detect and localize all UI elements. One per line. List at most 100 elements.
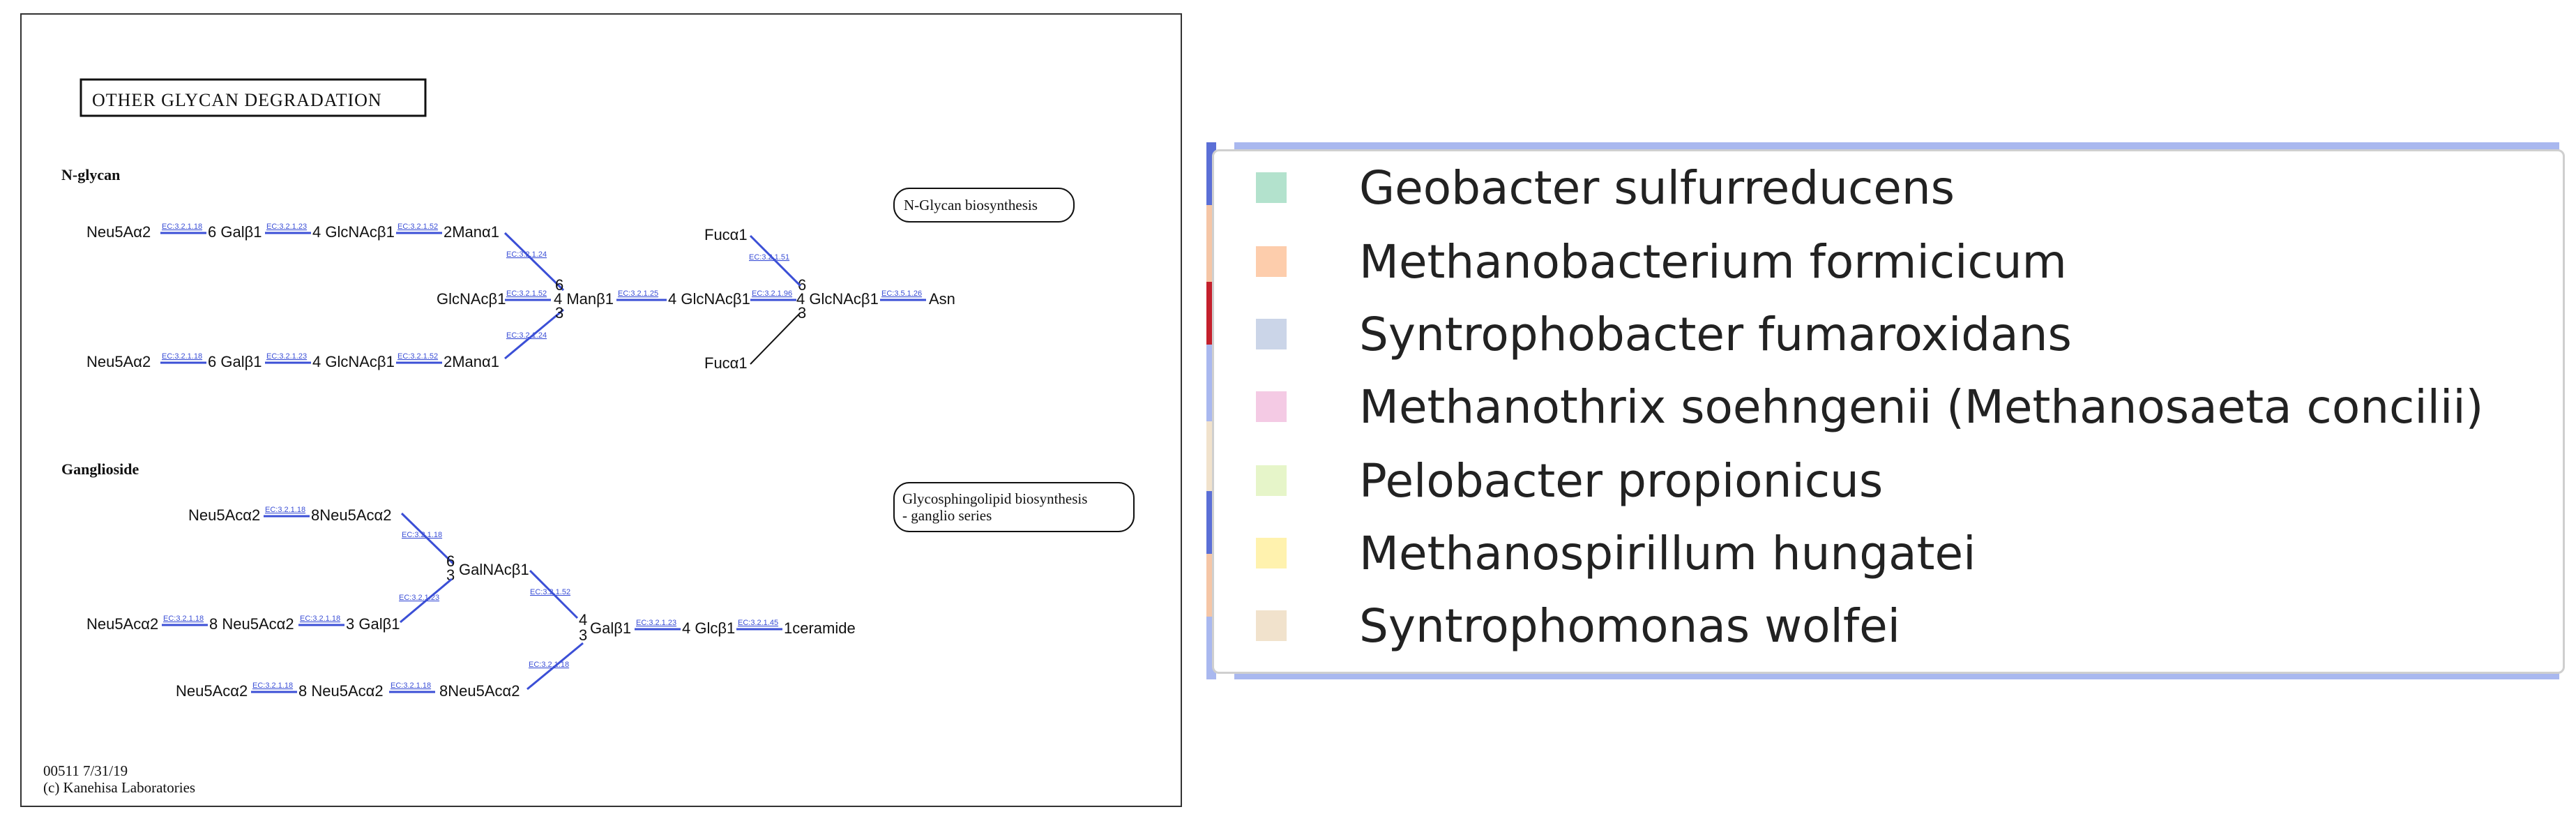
n-fuc-lower: Fucα1 bbox=[704, 354, 748, 372]
bond-fuc-lower bbox=[750, 312, 801, 365]
g-ec-top-1[interactable]: EC:3.2.1.18 bbox=[265, 506, 305, 514]
legend: Geobacter sulfurreducens Methanobacteriu… bbox=[1212, 149, 2565, 674]
legend-item: Syntrophobacter fumaroxidans bbox=[1256, 299, 2072, 369]
legend-swatch bbox=[1256, 172, 1287, 203]
ec-link-core-2[interactable]: EC:3.2.1.96 bbox=[752, 289, 792, 298]
legend-label: Methanospirillum hungatei bbox=[1359, 526, 1976, 580]
g-top-neu5ac2: 8Neu5Acα2 bbox=[311, 506, 391, 524]
bond-upper-man bbox=[503, 232, 565, 292]
legend-label: Syntrophobacter fumaroxidans bbox=[1359, 307, 2072, 361]
bond-lower-man bbox=[504, 308, 564, 360]
section-heading-ganglioside: Ganglioside bbox=[61, 460, 139, 478]
ec-link-upper-man[interactable]: EC:3.2.1.24 bbox=[506, 250, 547, 259]
map-title: OTHER GLYCAN DEGRADATION bbox=[92, 90, 382, 110]
n-upper-man: 2Manα1 bbox=[444, 223, 499, 241]
legend-item: Methanothrix soehngenii (Methanosaeta co… bbox=[1256, 372, 2483, 442]
g-ec-bot-3[interactable]: EC:3.2.1.18 bbox=[529, 661, 569, 669]
n-lower-man: 2Manα1 bbox=[444, 353, 499, 370]
legend-swatch bbox=[1256, 610, 1287, 641]
g-ceramide: 1ceramide bbox=[784, 619, 856, 637]
link-glycosphingolipid-ganglio[interactable]: Glycosphingolipid biosynthesis - ganglio… bbox=[893, 482, 1135, 532]
n-pos-3a: 3 bbox=[555, 304, 563, 322]
g-pos-3b: 3 bbox=[579, 626, 587, 644]
map-title-box bbox=[79, 78, 427, 117]
ec-link-lower-man[interactable]: EC:3.2.1.24 bbox=[506, 331, 547, 340]
link-n-glycan-biosynthesis[interactable]: N-Glycan biosynthesis bbox=[893, 188, 1075, 223]
legend-item: Geobacter sulfurreducens bbox=[1256, 153, 1955, 223]
ec-link-lower-2[interactable]: EC:3.2.1.23 bbox=[266, 352, 307, 361]
pathway-map: OTHER GLYCAN DEGRADATION N-glycan Gangli… bbox=[0, 0, 1199, 821]
legend-label: Pelobacter propionicus bbox=[1359, 453, 1884, 508]
n-lower-glcnac: 4 GlcNAcβ1 bbox=[312, 353, 395, 370]
g-glc: 4 Glcβ1 bbox=[682, 619, 735, 637]
g-ec-mid-1[interactable]: EC:3.2.1.18 bbox=[163, 615, 204, 623]
ec-link-lower-3[interactable]: EC:3.2.1.52 bbox=[397, 352, 438, 361]
g-bond-mid-gal bbox=[400, 578, 453, 624]
legend-swatch bbox=[1256, 319, 1287, 349]
g-top-neu5ac: Neu5Acα2 bbox=[188, 506, 260, 524]
g-bot-neu5ac3: 8Neu5Acα2 bbox=[439, 682, 520, 700]
n-bisect-glcnac: GlcNAcβ1 bbox=[437, 290, 506, 308]
g-mid-gal: 3 Galβ1 bbox=[346, 615, 400, 633]
ec-link-upper-2[interactable]: EC:3.2.1.23 bbox=[266, 223, 307, 231]
g-bond-galnac bbox=[529, 569, 579, 619]
bg-strip bbox=[1234, 142, 2559, 151]
g-ec-core-1[interactable]: EC:3.2.1.23 bbox=[636, 619, 676, 627]
legend-label: Methanobacterium formicicum bbox=[1359, 234, 2067, 289]
g-bond-bot-3 bbox=[526, 642, 584, 691]
g-ec-galnac[interactable]: EC:3.2.1.52 bbox=[530, 588, 570, 596]
legend-item: Methanobacterium formicicum bbox=[1256, 227, 2067, 296]
n-core-man: 4 Manβ1 bbox=[554, 290, 614, 308]
g-bot-neu5ac: Neu5Acα2 bbox=[176, 682, 248, 700]
ganglioside-structure: Neu5Acα2 EC:3.2.1.18 8Neu5Acα2 EC:3.2.1.… bbox=[86, 506, 856, 700]
g-pos-6: 6 bbox=[446, 552, 455, 570]
ec-link-bisect[interactable]: EC:3.2.1.52 bbox=[506, 289, 547, 298]
link-n-glycan-biosynthesis-box bbox=[893, 188, 1075, 223]
pathway-map-canvas: OTHER GLYCAN DEGRADATION N-glycan Gangli… bbox=[20, 13, 1182, 807]
n-glycan-structure: Neu5Aα2 EC:3.2.1.18 6 Galβ1 EC:3.2.1.23 … bbox=[86, 223, 955, 372]
ec-link-fuc-upper[interactable]: EC:3.2.1.51 bbox=[749, 253, 789, 262]
legend-item: Pelobacter propionicus bbox=[1256, 446, 1883, 515]
ec-link-upper-1[interactable]: EC:3.2.1.18 bbox=[162, 223, 202, 231]
legend-panel: Geobacter sulfurreducens Methanobacteriu… bbox=[1206, 142, 2570, 679]
legend-label: Methanothrix soehngenii (Methanosaeta co… bbox=[1359, 379, 2484, 434]
ec-link-upper-3[interactable]: EC:3.2.1.52 bbox=[397, 223, 438, 231]
legend-label: Geobacter sulfurreducens bbox=[1359, 160, 1955, 215]
g-ec-core-2[interactable]: EC:3.2.1.45 bbox=[738, 619, 778, 627]
legend-swatch bbox=[1256, 538, 1287, 568]
n-pos-6a: 6 bbox=[555, 276, 563, 294]
ec-link-asn[interactable]: EC:3.5.1.26 bbox=[881, 289, 922, 298]
map-frame bbox=[20, 13, 1182, 807]
section-heading-n-glycan: N-glycan bbox=[61, 166, 120, 183]
n-upper-gal: 6 Galβ1 bbox=[208, 223, 262, 241]
n-lower-gal: 6 Galβ1 bbox=[208, 353, 262, 370]
g-core-gal: Galβ1 bbox=[590, 619, 631, 637]
legend-swatch bbox=[1256, 246, 1287, 277]
g-ec-top-2[interactable]: EC:3.2.1.18 bbox=[402, 531, 442, 539]
n-glcnac-2: 4 GlcNAcβ1 bbox=[796, 290, 879, 308]
n-glcnac-1: 4 GlcNAcβ1 bbox=[668, 290, 750, 308]
legend-item: Syntrophomonas wolfei bbox=[1256, 591, 1900, 661]
n-upper-glcnac: 4 GlcNAcβ1 bbox=[312, 223, 395, 241]
bond-fuc-upper bbox=[749, 234, 802, 287]
g-ec-bot-1[interactable]: EC:3.2.1.18 bbox=[252, 681, 293, 690]
n-fuc-upper: Fucα1 bbox=[704, 226, 748, 243]
n-pos-6b: 6 bbox=[798, 276, 806, 294]
n-upper-neu5ac: Neu5Aα2 bbox=[86, 223, 151, 241]
ec-link-lower-1[interactable]: EC:3.2.1.18 bbox=[162, 352, 202, 361]
g-pos-3: 3 bbox=[446, 566, 455, 584]
legend-label: Syntrophomonas wolfei bbox=[1359, 598, 1901, 653]
link-n-glycan-biosynthesis-label: N-Glycan biosynthesis bbox=[904, 197, 1038, 213]
n-lower-neu5ac: Neu5Aα2 bbox=[86, 353, 151, 370]
g-ec-mid-2[interactable]: EC:3.2.1.18 bbox=[300, 615, 340, 623]
legend-swatch bbox=[1256, 465, 1287, 496]
link-glycosphingolipid-box bbox=[893, 482, 1135, 532]
g-ec-mid-gal[interactable]: EC:3.2.1.23 bbox=[399, 594, 439, 602]
g-mid-neu5ac: Neu5Acα2 bbox=[86, 615, 158, 633]
g-bot-neu5ac2: 8 Neu5Acα2 bbox=[298, 682, 384, 700]
g-ec-bot-2[interactable]: EC:3.2.1.18 bbox=[391, 681, 431, 690]
link-glycosphingolipid-line1: Glycosphingolipid biosynthesis bbox=[902, 490, 1087, 507]
g-bond-top-2 bbox=[400, 512, 455, 565]
ec-link-core-1[interactable]: EC:3.2.1.25 bbox=[618, 289, 658, 298]
legend-item: Methanospirillum hungatei bbox=[1256, 518, 1976, 588]
